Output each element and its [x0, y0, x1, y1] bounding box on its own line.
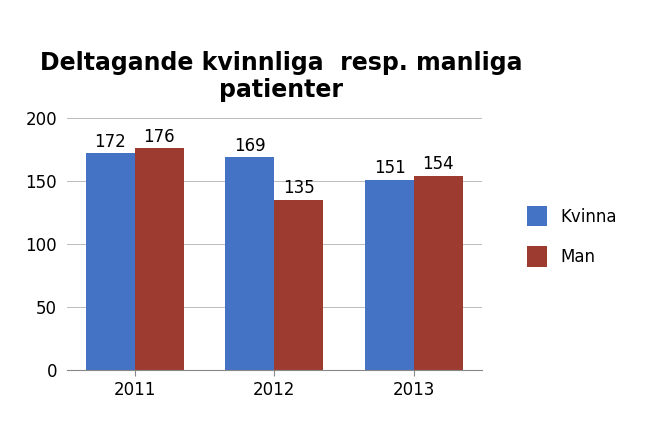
Text: 176: 176 [143, 128, 175, 146]
Text: 169: 169 [234, 136, 266, 155]
Bar [365, 180, 414, 370]
Bar [134, 148, 183, 370]
Bar [86, 153, 134, 370]
Legend: Kvinna, Man: Kvinna, Man [510, 189, 634, 283]
Bar [225, 157, 274, 370]
Text: 154: 154 [423, 155, 454, 173]
Text: 151: 151 [373, 159, 405, 177]
Bar [274, 200, 323, 370]
Text: Deltagande kvinnliga  resp. manliga
patienter: Deltagande kvinnliga resp. manliga patie… [39, 51, 522, 102]
Text: 135: 135 [283, 179, 314, 197]
Bar [414, 176, 463, 370]
Text: 172: 172 [94, 133, 126, 151]
